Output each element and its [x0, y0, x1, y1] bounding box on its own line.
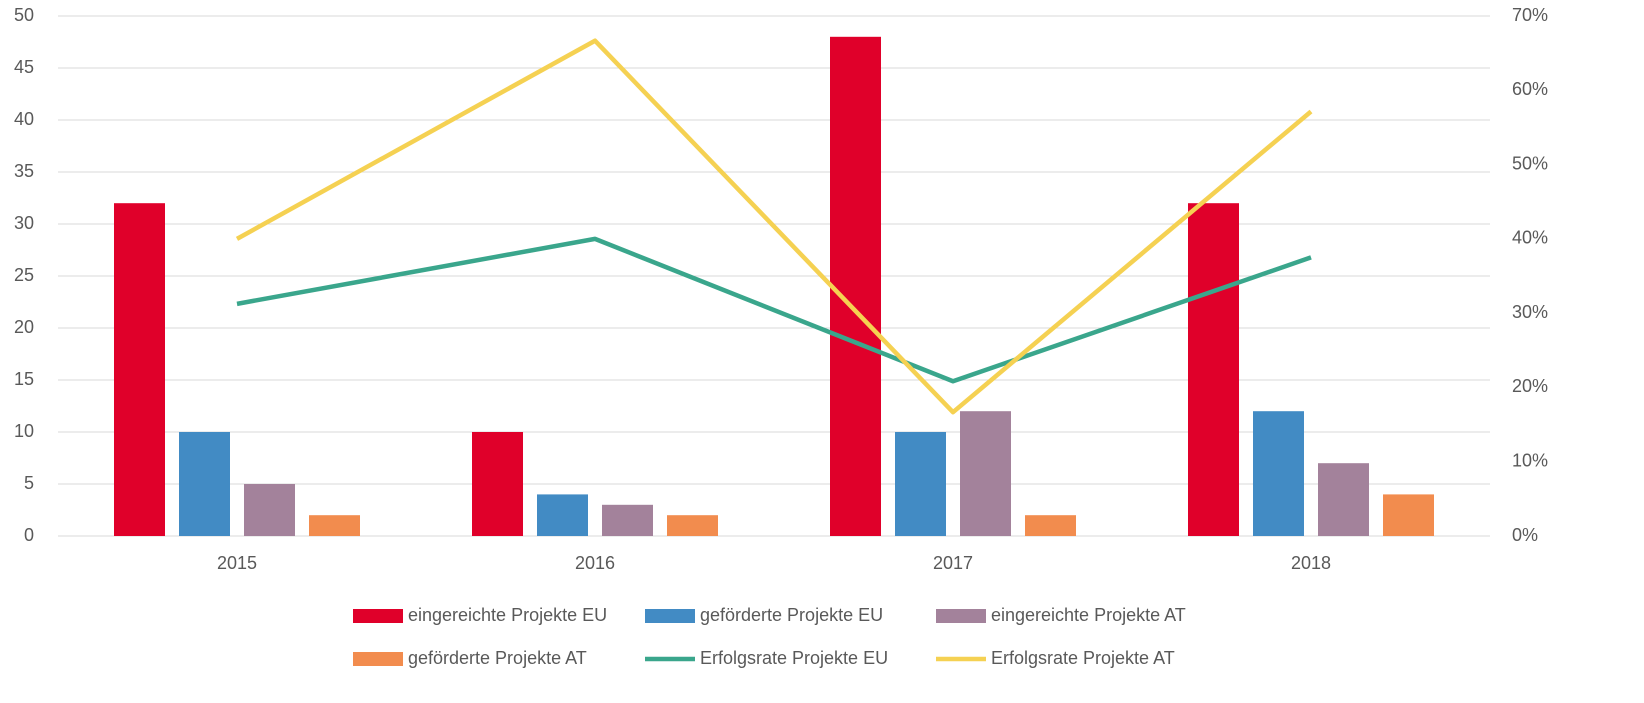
y2-tick-label: 50% [1512, 153, 1548, 173]
y2-tick-label: 10% [1512, 450, 1548, 470]
bar [309, 515, 360, 536]
bar [667, 515, 718, 536]
y-tick-label: 30 [14, 213, 34, 233]
bar [1253, 411, 1304, 536]
y2-tick-label: 60% [1512, 79, 1548, 99]
y-tick-label: 45 [14, 57, 34, 77]
bar [179, 432, 230, 536]
bar [960, 411, 1011, 536]
y2-tick-label: 70% [1512, 5, 1548, 25]
line-series [235, 38, 1313, 415]
bar [1188, 203, 1239, 536]
y2-tick-label: 40% [1512, 228, 1548, 248]
y-tick-label: 0 [24, 525, 34, 545]
y-tick-label: 15 [14, 369, 34, 389]
y-tick-label: 50 [14, 5, 34, 25]
bar [1318, 463, 1369, 536]
y-tick-label: 10 [14, 421, 34, 441]
legend-label: Erfolgsrate Projekte AT [991, 648, 1175, 668]
legend-label: eingereichte Projekte EU [408, 605, 607, 625]
x-tick-label: 2016 [575, 553, 615, 573]
y-tick-label: 5 [24, 473, 34, 493]
bar [537, 494, 588, 536]
x-tick-label: 2018 [1291, 553, 1331, 573]
x-tick-label: 2015 [217, 553, 257, 573]
y2-tick-label: 20% [1512, 376, 1548, 396]
y-tick-label: 20 [14, 317, 34, 337]
legend-swatch [353, 652, 403, 666]
bar [244, 484, 295, 536]
legend-label: eingereichte Projekte AT [991, 605, 1186, 625]
bar [1383, 494, 1434, 536]
legend-swatch [645, 609, 695, 623]
bar [114, 203, 165, 536]
y-tick-label: 25 [14, 265, 34, 285]
x-tick-label: 2017 [933, 553, 973, 573]
bar [472, 432, 523, 536]
bar [895, 432, 946, 536]
bar [602, 504, 653, 536]
y2-tick-label: 0% [1512, 525, 1538, 545]
legend-label: geförderte Projekte AT [408, 648, 587, 668]
y-tick-label: 35 [14, 161, 34, 181]
bar [1025, 515, 1076, 536]
line-series [236, 236, 1312, 384]
legend-swatch [936, 609, 986, 623]
y-tick-label: 40 [14, 109, 34, 129]
legend-label: Erfolgsrate Projekte EU [700, 648, 888, 668]
legend-swatch [353, 609, 403, 623]
y2-tick-label: 30% [1512, 302, 1548, 322]
legend-label: geförderte Projekte EU [700, 605, 883, 625]
bar [830, 36, 881, 537]
